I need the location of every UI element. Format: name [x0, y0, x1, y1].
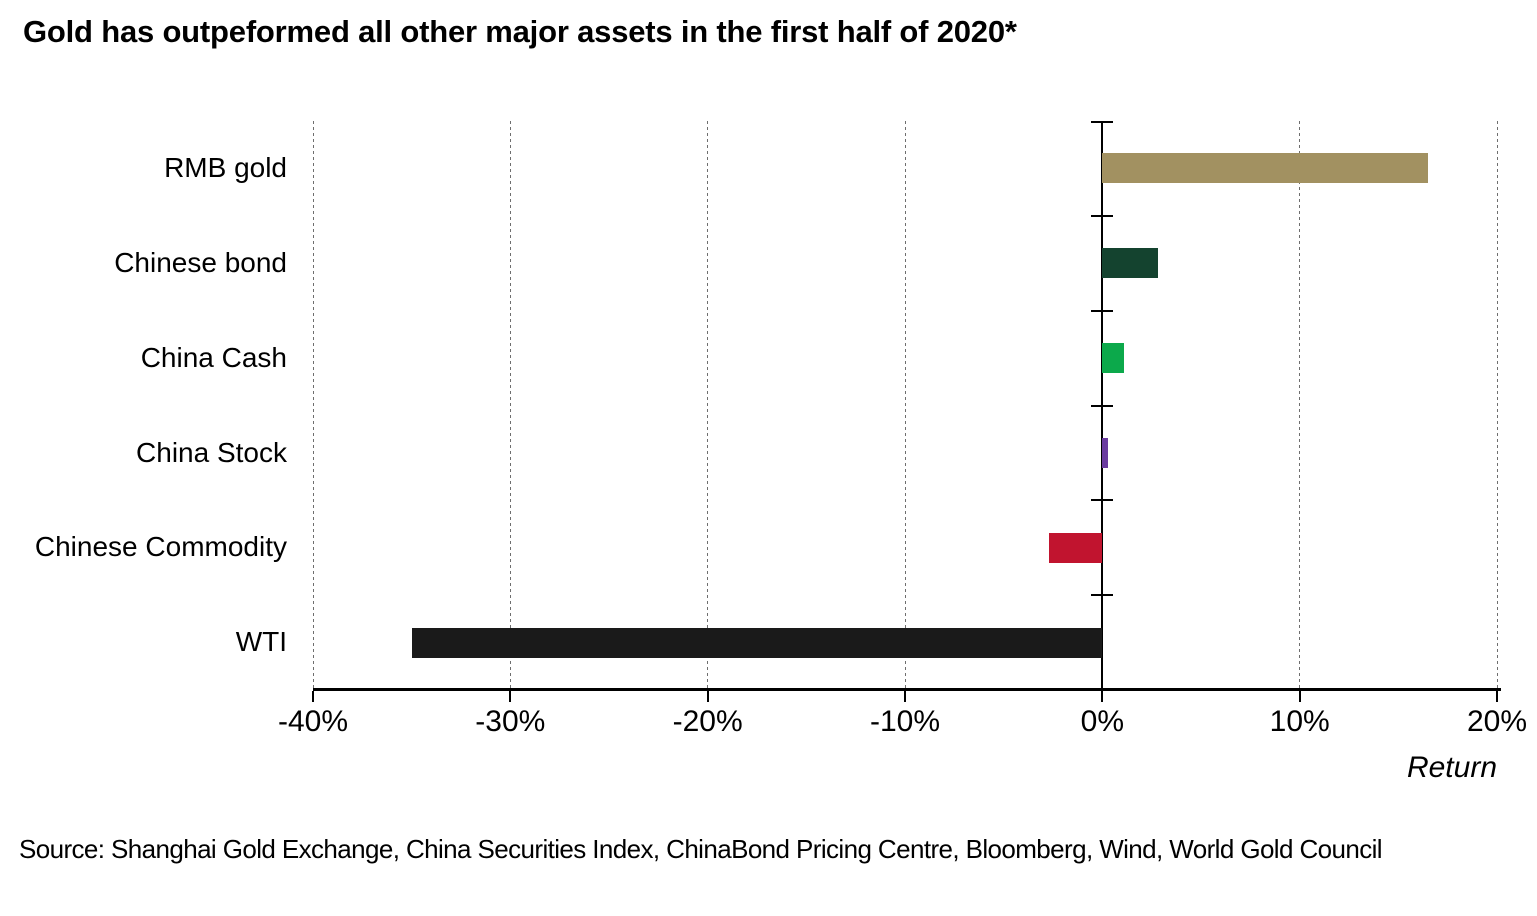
gridline — [1299, 121, 1301, 690]
x-axis-title: Return — [1406, 751, 1497, 784]
bar-chinese-bond — [1102, 248, 1158, 279]
bar-chinese-commodity — [1049, 532, 1103, 563]
category-label-china-cash: China Cash — [140, 341, 287, 373]
category-label-china-stock: China Stock — [136, 436, 287, 468]
zero-axis-tick — [1091, 594, 1114, 596]
category-label-wti: WTI — [235, 626, 287, 658]
category-labels: RMB gold Chinese bond China Cash China Stoc… — [0, 121, 287, 690]
gridline — [1496, 121, 1498, 690]
x-axis-labels: -40% -30% -20% -10% 0% 10% 20% — [278, 688, 1527, 748]
bar-rmb-gold — [1102, 153, 1428, 184]
x-tick-label: -30% — [475, 705, 546, 738]
x-tick-label: 20% — [1466, 705, 1528, 738]
gridline — [707, 121, 709, 690]
x-axis-tick — [509, 691, 512, 702]
x-tick-label: -10% — [869, 705, 941, 738]
x-axis-line — [313, 688, 1501, 691]
x-axis-tick — [1496, 691, 1498, 702]
category-label-chinese-commodity: Chinese Commodity — [34, 531, 287, 563]
gridline — [312, 121, 314, 690]
category-label-rmb-gold: RMB gold — [164, 152, 287, 183]
x-tick-label: 0% — [1080, 705, 1125, 738]
source-text: Source: Shanghai Gold Exchange, China Se… — [19, 834, 1383, 864]
bar-china-stock — [1102, 437, 1109, 468]
zero-axis-tick — [1091, 121, 1114, 123]
x-axis-tick — [1101, 691, 1104, 702]
zero-axis-tick — [1091, 310, 1114, 312]
x-tick-label: -20% — [672, 705, 743, 738]
bar-wti — [411, 627, 1103, 658]
chart-title: Gold has outpeformed all other major ass… — [23, 14, 1017, 49]
x-axis-tick — [706, 691, 709, 702]
gridline — [509, 121, 511, 690]
plot-area — [312, 121, 1498, 690]
x-axis-tick — [1298, 691, 1301, 702]
x-tick-label: -40% — [277, 705, 349, 738]
bar-china-cash — [1102, 343, 1125, 374]
zero-axis-tick — [1091, 215, 1114, 217]
x-axis-tick — [904, 691, 906, 702]
x-axis-tick — [312, 691, 314, 702]
gridline — [904, 121, 906, 690]
zero-axis-tick — [1091, 405, 1114, 407]
x-tick-label: 10% — [1269, 705, 1330, 738]
category-label-chinese-bond: Chinese bond — [114, 246, 287, 278]
zero-axis-tick — [1091, 499, 1114, 501]
